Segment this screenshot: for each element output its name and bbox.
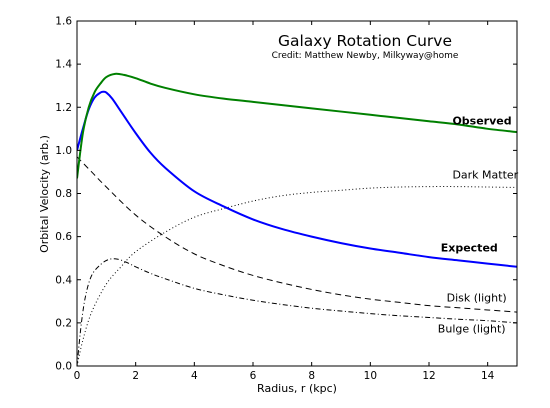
x-tick-label: 8	[308, 370, 315, 382]
series-line-expected	[77, 90, 517, 268]
chart-subtitle: Credit: Matthew Newby, Milkyway@home	[272, 51, 459, 61]
x-tick-label: 2	[132, 370, 139, 382]
y-tick-label: 1.4	[55, 59, 72, 71]
annotation-dark-matter: Dark Matter	[452, 168, 518, 181]
y-tick-label: 0.6	[55, 231, 72, 243]
annotation-disk-light: Disk (light)	[447, 291, 507, 304]
annotation-expected: Expected	[441, 242, 498, 255]
x-tick-label: 4	[191, 370, 198, 382]
y-tick-label: 0.8	[55, 188, 72, 200]
series-line-observed	[77, 72, 517, 179]
y-tick-label: 1.0	[55, 145, 72, 157]
y-tick-label: 0.4	[55, 274, 72, 286]
x-tick-label: 10	[364, 370, 377, 382]
x-tick-label: 14	[481, 370, 495, 382]
series-line-dark-matter	[77, 186, 517, 366]
y-axis-label: Orbital Velocity (arb.)	[38, 135, 51, 253]
annotation-observed: Observed	[452, 115, 511, 128]
series-line-disk-light	[77, 156, 517, 313]
x-tick-label: 0	[74, 370, 81, 382]
y-tick-label: 1.2	[55, 102, 72, 114]
x-tick-label: 6	[250, 370, 257, 382]
series-line-bulge-light	[77, 258, 517, 366]
y-tick-label: 0.0	[55, 361, 72, 373]
chart-title: Galaxy Rotation Curve	[278, 32, 452, 50]
x-tick-label: 12	[422, 370, 435, 382]
y-tick-label: 0.2	[55, 317, 72, 329]
annotation-bulge-light: Bulge (light)	[438, 323, 506, 336]
x-axis-label: Radius, r (kpc)	[257, 382, 337, 395]
y-tick-label: 1.6	[55, 16, 72, 28]
